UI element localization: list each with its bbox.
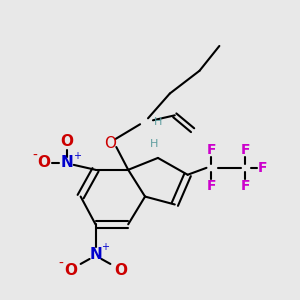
Text: F: F — [240, 143, 250, 157]
Text: F: F — [240, 179, 250, 193]
Text: F: F — [258, 161, 268, 175]
Text: N: N — [60, 155, 73, 170]
Text: -: - — [58, 257, 63, 271]
Text: F: F — [207, 143, 216, 157]
Text: +: + — [73, 151, 81, 161]
Text: O: O — [104, 136, 116, 151]
Text: O: O — [64, 263, 77, 278]
Text: N: N — [89, 247, 102, 262]
Text: H: H — [154, 117, 162, 127]
Text: O: O — [60, 134, 73, 148]
Text: O: O — [114, 263, 127, 278]
Text: H: H — [150, 139, 158, 149]
Text: F: F — [207, 179, 216, 193]
Text: +: + — [101, 242, 110, 252]
Text: -: - — [33, 149, 38, 163]
Text: O: O — [38, 155, 50, 170]
